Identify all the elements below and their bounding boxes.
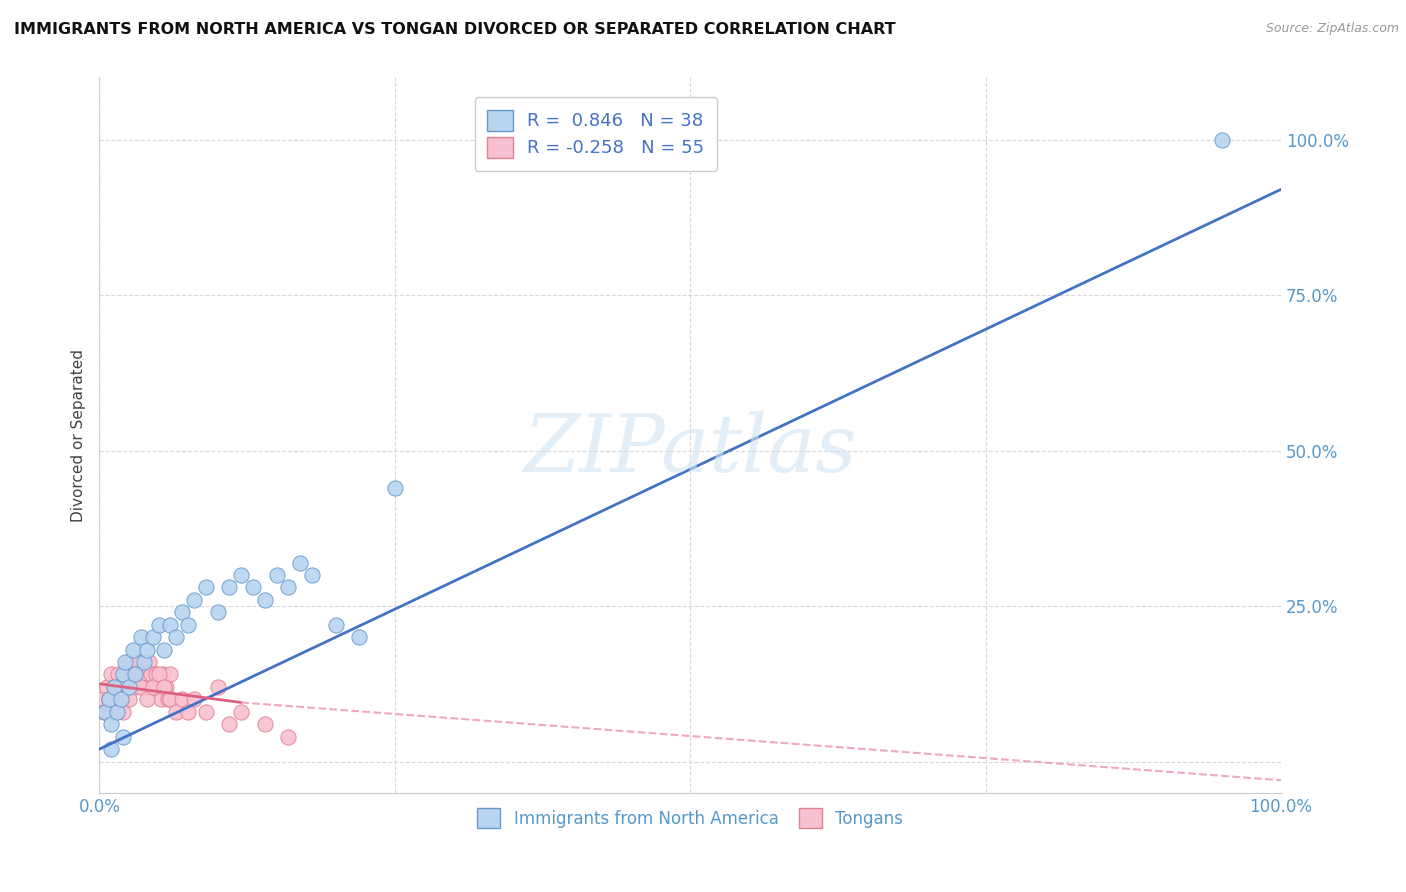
Point [165,630,187,644]
Point [141,667,163,681]
Point [103,692,125,706]
Point [112,692,135,706]
Point [301,568,323,582]
Point [94,705,117,719]
Point [114,667,136,681]
Point [100,742,122,756]
Point [124,667,146,681]
Point [177,617,200,632]
Point [134,667,156,681]
Point [165,705,187,719]
Point [148,617,170,632]
Point [148,667,170,681]
Point [277,581,299,595]
Point [94,705,117,719]
Point [124,667,146,681]
Text: ZIPatlas: ZIPatlas [523,410,856,488]
Legend: Immigrants from North America, Tongans: Immigrants from North America, Tongans [471,802,910,834]
Point [194,581,217,595]
Point [177,705,200,719]
Point [104,692,127,706]
Point [97,692,120,706]
Point [149,692,172,706]
Point [112,667,135,681]
Point [114,655,136,669]
Point [135,642,157,657]
Point [131,680,153,694]
Point [105,680,128,694]
Point [172,605,194,619]
Point [325,617,347,632]
Point [127,655,149,669]
Point [156,692,179,706]
Point [112,730,135,744]
Point [253,717,276,731]
Point [128,667,150,681]
Point [103,680,125,694]
Point [194,705,217,719]
Point [231,568,253,582]
Point [118,692,141,706]
Point [134,655,156,669]
Point [110,692,132,706]
Point [218,581,240,595]
Point [120,680,142,694]
Point [142,680,165,694]
Point [349,630,371,644]
Point [218,717,240,731]
Point [159,617,181,632]
Point [118,680,141,694]
Point [242,581,264,595]
Point [148,680,170,694]
Point [121,642,143,657]
Point [152,667,174,681]
Point [145,667,167,681]
Point [172,692,194,706]
Point [100,717,122,731]
Point [107,667,129,681]
Point [112,705,135,719]
Point [135,680,157,694]
Point [142,680,165,694]
Point [135,692,157,706]
Point [277,730,299,744]
Point [155,680,177,694]
Point [142,630,165,644]
Point [110,680,132,694]
Point [183,692,205,706]
Point [96,680,118,694]
Point [100,667,122,681]
Y-axis label: Divorced or Separated: Divorced or Separated [72,349,86,522]
Point [124,680,146,694]
Point [159,667,181,681]
Point [290,556,312,570]
Point [97,692,120,706]
Point [93,705,115,719]
Point [105,705,128,719]
Point [97,692,120,706]
Point [117,655,139,669]
Point [100,705,122,719]
Point [90,692,112,706]
Point [153,680,176,694]
Point [110,692,132,706]
Point [103,680,125,694]
Point [231,705,253,719]
Point [121,667,143,681]
Point [129,630,152,644]
Point [129,680,152,694]
Point [266,568,288,582]
Point [253,592,276,607]
Point [207,680,229,694]
Point [384,481,406,495]
Point [138,655,160,669]
Point [207,605,229,619]
Point [183,592,205,607]
Point [1211,133,1233,147]
Text: IMMIGRANTS FROM NORTH AMERICA VS TONGAN DIVORCED OR SEPARATED CORRELATION CHART: IMMIGRANTS FROM NORTH AMERICA VS TONGAN … [14,22,896,37]
Text: Source: ZipAtlas.com: Source: ZipAtlas.com [1265,22,1399,36]
Point [153,642,176,657]
Point [159,692,181,706]
